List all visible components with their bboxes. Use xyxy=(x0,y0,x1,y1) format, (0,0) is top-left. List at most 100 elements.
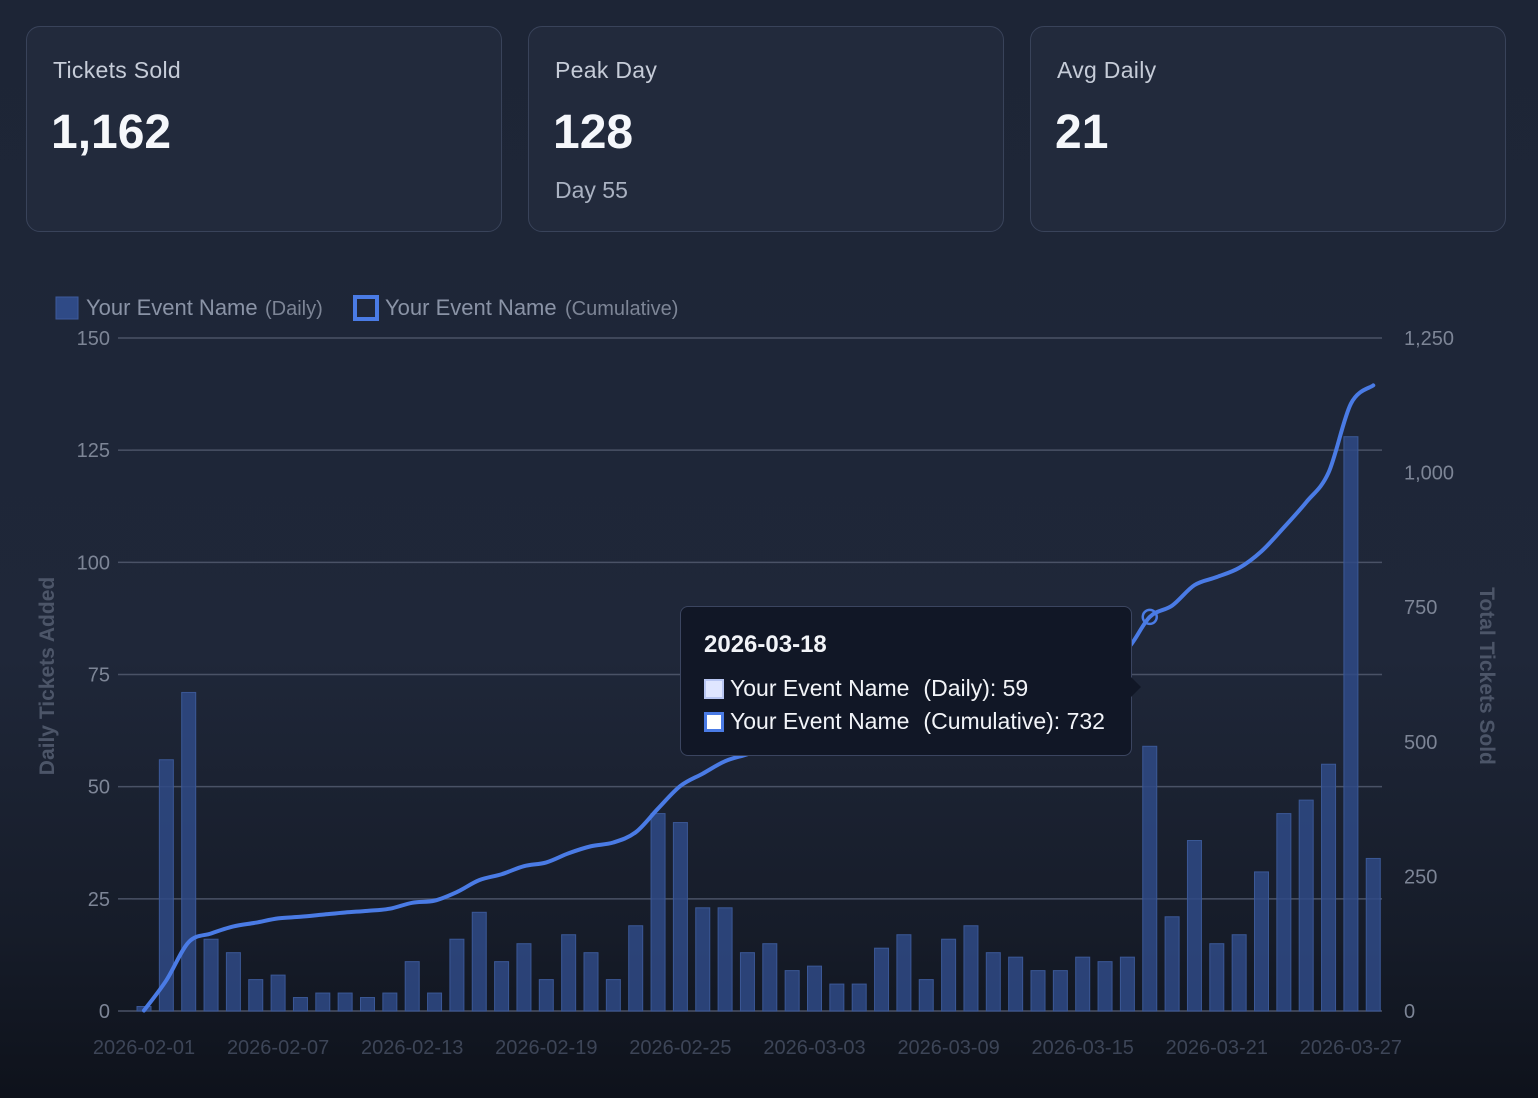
legend-label-cumulative-name[interactable]: Your Event Name xyxy=(385,295,557,320)
daily-bar[interactable] xyxy=(315,992,331,1012)
daily-bar[interactable] xyxy=(270,974,286,1012)
daily-bar[interactable] xyxy=(292,997,308,1012)
daily-bar[interactable] xyxy=(1097,961,1113,1012)
legend-label-daily-name[interactable]: Your Event Name xyxy=(86,295,258,320)
daily-bar[interactable] xyxy=(181,691,197,1012)
y-right-tick-label: 0 xyxy=(1404,1001,1415,1023)
y-left-tick-label: 0 xyxy=(99,1001,110,1023)
daily-bar[interactable] xyxy=(1365,857,1381,1012)
daily-bar[interactable] xyxy=(1321,763,1337,1012)
daily-bar[interactable] xyxy=(1142,745,1158,1012)
daily-bar[interactable] xyxy=(1119,956,1135,1012)
daily-bar[interactable] xyxy=(1075,956,1091,1012)
daily-bar[interactable] xyxy=(1052,970,1068,1012)
daily-bar[interactable] xyxy=(717,907,733,1012)
y-right-tick-label: 1,250 xyxy=(1404,328,1454,350)
legend-label-cumulative-suffix[interactable]: (Cumulative) xyxy=(565,298,678,320)
tickets-chart[interactable]: Your Event Name (Daily) Your Event Name … xyxy=(0,280,1538,1098)
daily-bar[interactable] xyxy=(538,979,554,1012)
daily-bar[interactable] xyxy=(427,992,443,1012)
daily-bar[interactable] xyxy=(650,813,666,1012)
x-tick-label: 2026-03-03 xyxy=(763,1037,865,1059)
daily-bar[interactable] xyxy=(1298,799,1314,1012)
chart-tooltip: 2026-03-18 Your Event Name (Daily): 59 Yo… xyxy=(680,606,1141,756)
legend-swatch-cumulative[interactable] xyxy=(353,295,379,321)
daily-bar[interactable] xyxy=(829,983,845,1012)
daily-bar[interactable] xyxy=(918,979,934,1012)
daily-bar[interactable] xyxy=(449,938,465,1012)
daily-bar[interactable] xyxy=(1186,840,1202,1012)
legend-swatch-daily[interactable] xyxy=(55,296,79,320)
tooltip-row-cumulative: Your Event Name (Cumulative): 732 xyxy=(704,708,1105,735)
tooltip-daily-value: (Daily): 59 xyxy=(923,675,1029,701)
stat-value: 21 xyxy=(1055,106,1109,159)
tooltip-swatch-daily xyxy=(704,679,724,699)
daily-bar[interactable] xyxy=(1231,934,1247,1012)
daily-bar[interactable] xyxy=(561,934,577,1012)
stat-label: Peak Day xyxy=(555,57,658,83)
tooltip-cum-value: (Cumulative): 732 xyxy=(923,708,1105,734)
daily-bar[interactable] xyxy=(963,925,979,1012)
daily-bar[interactable] xyxy=(1343,436,1359,1012)
daily-bar[interactable] xyxy=(1164,916,1180,1012)
daily-bar[interactable] xyxy=(807,965,822,1012)
daily-bar[interactable] xyxy=(248,979,264,1012)
daily-bar[interactable] xyxy=(628,925,644,1012)
daily-bar[interactable] xyxy=(225,952,241,1012)
daily-bars[interactable] xyxy=(136,436,1381,1012)
y-right-tick-label: 750 xyxy=(1404,597,1437,619)
daily-bar[interactable] xyxy=(605,979,621,1012)
daily-bar[interactable] xyxy=(874,947,890,1012)
daily-bar[interactable] xyxy=(382,992,398,1012)
x-tick-label: 2026-02-13 xyxy=(361,1037,463,1059)
x-tick-label: 2026-03-15 xyxy=(1032,1037,1134,1059)
chart-legend[interactable]: Your Event Name (Daily) Your Event Name … xyxy=(55,295,678,321)
daily-bar[interactable] xyxy=(672,822,688,1012)
y-left-tick-label: 25 xyxy=(88,889,110,911)
x-tick-label: 2026-02-07 xyxy=(227,1037,329,1059)
daily-bar[interactable] xyxy=(784,970,800,1012)
stat-card-peak-day: Peak Day 128 Day 55 xyxy=(528,26,1004,232)
x-tick-label: 2026-03-27 xyxy=(1300,1037,1402,1059)
daily-bar[interactable] xyxy=(762,943,778,1012)
daily-bar[interactable] xyxy=(1008,956,1024,1012)
daily-bar[interactable] xyxy=(360,997,375,1012)
daily-bar[interactable] xyxy=(337,992,353,1012)
stat-label: Avg Daily xyxy=(1057,57,1157,83)
y-right-tick-label: 250 xyxy=(1404,866,1437,888)
daily-bar[interactable] xyxy=(1209,943,1225,1012)
x-tick-label: 2026-03-21 xyxy=(1166,1037,1268,1059)
y-left-tick-label: 100 xyxy=(77,552,110,574)
daily-bar[interactable] xyxy=(941,938,957,1012)
x-tick-label: 2026-02-01 xyxy=(93,1037,195,1059)
daily-bar[interactable] xyxy=(1276,813,1292,1012)
x-tick-label: 2026-02-19 xyxy=(495,1037,597,1059)
daily-bar[interactable] xyxy=(739,952,755,1012)
daily-bar[interactable] xyxy=(494,961,510,1012)
stat-card-avg-daily: Avg Daily 21 xyxy=(1030,26,1506,232)
daily-bar[interactable] xyxy=(203,938,219,1012)
daily-bar[interactable] xyxy=(985,952,1001,1012)
y-right-axis-title: Total Tickets Sold xyxy=(1475,587,1498,765)
tooltip-row-daily: Your Event Name (Daily): 59 xyxy=(704,675,1028,702)
y-left-tick-label: 150 xyxy=(77,328,110,350)
tooltip-title: 2026-03-18 xyxy=(704,631,827,658)
daily-bar[interactable] xyxy=(404,961,420,1012)
daily-bar[interactable] xyxy=(1030,970,1046,1012)
y-left-tick-label: 125 xyxy=(77,440,110,462)
highlight-point[interactable] xyxy=(1141,608,1158,626)
y-right-axis: 0 250 500 750 1,000 1,250 xyxy=(1404,328,1454,1023)
daily-bar[interactable] xyxy=(471,911,487,1012)
daily-bar[interactable] xyxy=(896,934,912,1012)
daily-bar[interactable] xyxy=(1254,871,1269,1012)
stat-sub: Day 55 xyxy=(555,177,628,203)
daily-bar[interactable] xyxy=(516,943,532,1012)
y-right-tick-label: 1,000 xyxy=(1404,463,1454,485)
daily-bar[interactable] xyxy=(583,952,599,1012)
daily-bar[interactable] xyxy=(158,759,174,1012)
legend-label-daily-suffix[interactable]: (Daily) xyxy=(265,298,323,320)
x-axis: 2026-02-01 2026-02-07 2026-02-13 2026-02-19… xyxy=(93,1037,1402,1059)
daily-bar[interactable] xyxy=(851,983,867,1012)
x-tick-label: 2026-02-25 xyxy=(629,1037,731,1059)
daily-bar[interactable] xyxy=(695,907,711,1012)
